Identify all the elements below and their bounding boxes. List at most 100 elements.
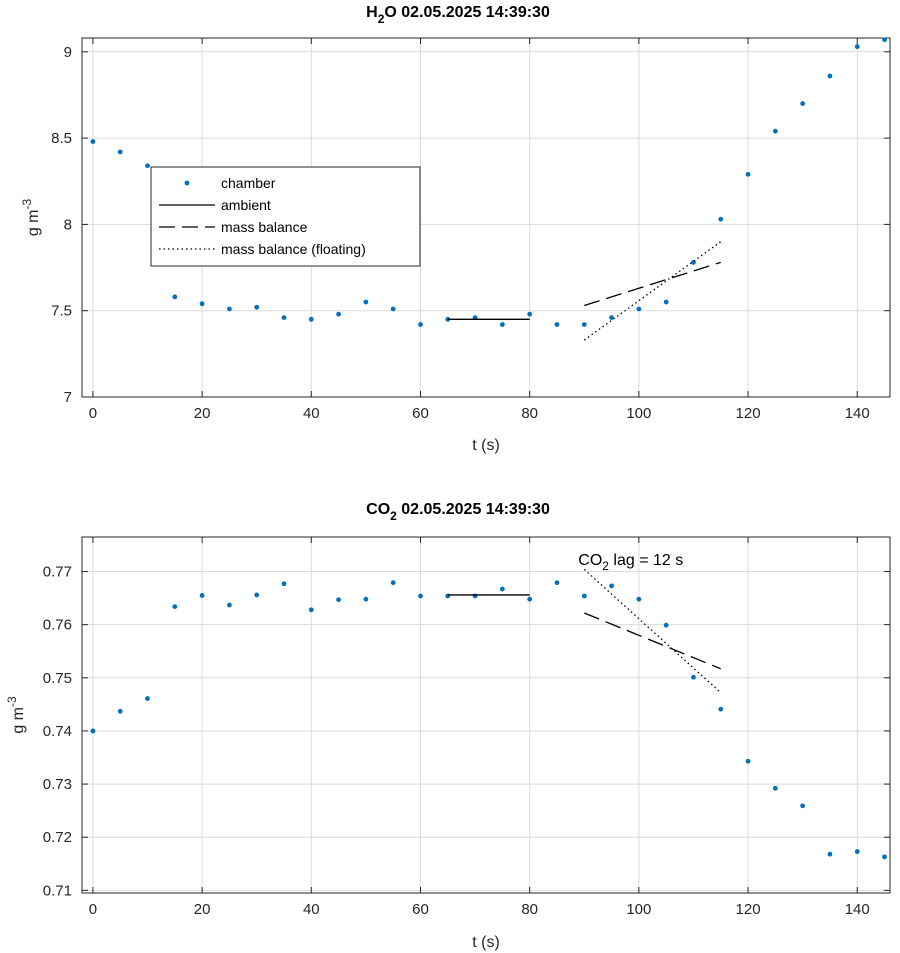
x-tick-label-text: 60 bbox=[412, 901, 429, 918]
chamber-point bbox=[172, 294, 178, 300]
y-axis-label-superscript: -3 bbox=[5, 696, 19, 707]
x-tick-label-text: 80 bbox=[521, 901, 538, 918]
chamber-point bbox=[227, 306, 232, 312]
chamber-point bbox=[499, 586, 505, 592]
x-tick-label: 40 bbox=[303, 405, 320, 422]
chamber-point bbox=[827, 851, 833, 857]
y-tick-label-text: 0.72 bbox=[43, 829, 72, 846]
chamber-point bbox=[390, 306, 396, 312]
chamber-point bbox=[581, 593, 587, 599]
y-tick-label-text: 0.74 bbox=[43, 723, 72, 740]
x-tick-label-text: 140 bbox=[845, 901, 870, 918]
x-axis-label: t (s) bbox=[472, 437, 500, 454]
legend: chamber ambient mass balance mass balance (… bbox=[150, 166, 421, 267]
lag-annotation-subscript: 2 bbox=[602, 559, 609, 573]
chart-title-rest: O 02.05.2025 14:39:30 bbox=[384, 4, 550, 21]
chamber-point bbox=[882, 854, 887, 860]
chamber-point bbox=[882, 37, 887, 43]
chart-title-base: CO bbox=[366, 501, 390, 518]
chamber-point bbox=[663, 622, 669, 628]
y-tick-label: 0.75 bbox=[43, 670, 72, 687]
y-tick-label-text: 0.76 bbox=[43, 617, 72, 634]
chart-panel-1: 0 20 40 60 80 100 120 140 7 7.5 8 8.5 9 H2O 02.05.202… bbox=[20, 4, 891, 454]
axes-box bbox=[81, 536, 891, 894]
legend-label-text: ambient bbox=[221, 197, 271, 213]
chamber-point bbox=[499, 322, 505, 327]
chamber-point bbox=[691, 674, 696, 680]
x-tick-label: 140 bbox=[845, 901, 870, 918]
mass-balance-line bbox=[584, 612, 722, 670]
chamber-point bbox=[554, 322, 560, 327]
y-tick-label-text: 8.5 bbox=[51, 130, 72, 147]
y-tick-label: 0.71 bbox=[43, 882, 72, 899]
mass-balance-floating-line bbox=[583, 241, 722, 341]
chamber-point bbox=[772, 785, 778, 791]
x-tick-label: 0 bbox=[89, 405, 97, 422]
lag-annotation: CO2 lag = 12 s bbox=[578, 552, 683, 573]
x-tick-label-text: 120 bbox=[736, 901, 761, 918]
x-axis-label: t (s) bbox=[472, 934, 500, 951]
x-tick-label: 60 bbox=[412, 405, 429, 422]
chamber-point bbox=[90, 728, 96, 734]
chart-title-base: H bbox=[366, 4, 378, 21]
y-axis-label: g m-3 bbox=[20, 199, 42, 237]
x-tick-label-text: 80 bbox=[521, 405, 538, 422]
x-tick-label-text: 120 bbox=[736, 405, 761, 422]
chart-panel-2: 0 20 40 60 80 100 120 140 0.71 0.72 0.73 0.74 0.75 0.… bbox=[5, 501, 891, 951]
chamber-point bbox=[199, 593, 205, 598]
chamber-point bbox=[718, 216, 724, 222]
chamber-point bbox=[254, 592, 260, 598]
lag-annotation-base: CO bbox=[578, 552, 602, 569]
chart-title-subscript: 2 bbox=[390, 509, 397, 523]
y-tick-label: 7.5 bbox=[51, 303, 72, 320]
chamber-point bbox=[636, 596, 642, 602]
y-tick-label-text: 0.77 bbox=[43, 564, 72, 581]
chamber-point bbox=[227, 602, 232, 608]
x-tick-label: 0 bbox=[89, 901, 97, 918]
x-tick-label-text: 40 bbox=[303, 901, 320, 918]
chamber-point bbox=[581, 322, 587, 327]
y-tick-label-text: 7 bbox=[64, 389, 72, 406]
chamber-point bbox=[800, 101, 806, 106]
x-tick-label-text: 0 bbox=[89, 405, 97, 422]
x-tick-label: 140 bbox=[845, 405, 870, 422]
chart-title: CO2 02.05.2025 14:39:30 bbox=[366, 501, 550, 523]
chart-title-rest: 02.05.2025 14:39:30 bbox=[397, 501, 550, 518]
chamber-point bbox=[90, 139, 96, 144]
x-tick-label: 120 bbox=[736, 901, 761, 918]
series-chamber bbox=[90, 37, 887, 327]
chamber-point bbox=[281, 315, 287, 321]
y-tick-label-text: 9 bbox=[64, 44, 72, 61]
legend-label: mass balance (floating) bbox=[221, 241, 366, 257]
y-tick-label: 0.77 bbox=[43, 564, 72, 581]
chamber-point bbox=[418, 322, 423, 327]
mass-balance-floating-line bbox=[583, 568, 722, 694]
chamber-point bbox=[718, 706, 724, 712]
axes-box bbox=[81, 37, 891, 398]
chamber-point bbox=[609, 315, 614, 321]
chamber-point bbox=[800, 803, 806, 809]
y-tick-label: 0.74 bbox=[43, 723, 72, 740]
y-axis-label-superscript: -3 bbox=[20, 199, 34, 210]
chamber-point bbox=[527, 596, 533, 602]
chart-title-subscript: 2 bbox=[378, 12, 385, 26]
x-tick-label-text: 20 bbox=[194, 901, 211, 918]
chamber-point bbox=[117, 149, 123, 155]
legend-label: ambient bbox=[221, 197, 271, 213]
x-tick-label-text: 140 bbox=[845, 405, 870, 422]
chamber-point bbox=[854, 44, 860, 50]
y-tick-label: 9 bbox=[64, 44, 72, 61]
chart-title: H2O 02.05.2025 14:39:30 bbox=[366, 4, 550, 26]
x-tick-label-text: 60 bbox=[412, 405, 429, 422]
x-tick-label: 20 bbox=[194, 901, 211, 918]
chamber-point bbox=[254, 304, 260, 310]
chamber-point bbox=[636, 306, 642, 312]
chamber-point bbox=[308, 316, 314, 322]
x-tick-label-text: 100 bbox=[626, 901, 651, 918]
x-tick-label: 40 bbox=[303, 901, 320, 918]
y-tick-label-text: 0.71 bbox=[43, 882, 72, 899]
legend-label: chamber bbox=[221, 175, 276, 191]
y-tick-label-text: 7.5 bbox=[51, 303, 72, 320]
y-tick-label-text: 0.75 bbox=[43, 670, 72, 687]
